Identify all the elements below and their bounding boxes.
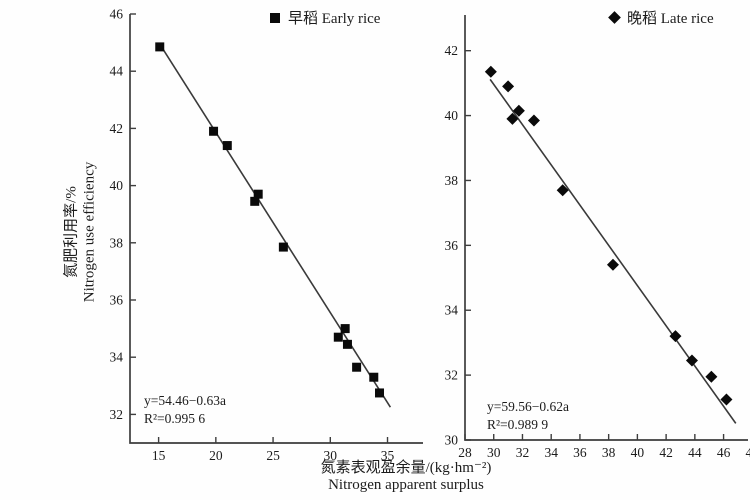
data-point-late-rice xyxy=(685,354,698,367)
x-tick-label: 28 xyxy=(458,445,472,460)
data-point-late-rice xyxy=(720,393,733,406)
y-axis-label: 氮肥利用率/% Nitrogen use efficiency xyxy=(63,162,100,303)
x-tick-label: 30 xyxy=(324,448,338,463)
y-tick-label: 38 xyxy=(445,173,459,188)
y-tick-label: 42 xyxy=(110,121,124,136)
data-point-early-rice xyxy=(369,372,379,382)
legend-late-rice-label: 晚稻 Late rice xyxy=(627,11,714,27)
trend-line xyxy=(158,42,392,408)
data-point-early-rice xyxy=(222,141,232,151)
axis-spines xyxy=(464,15,748,441)
data-point-early-rice xyxy=(352,362,362,372)
data-point-early-rice xyxy=(342,339,352,349)
x-tick-label: 30 xyxy=(487,445,501,460)
y-tick-label: 36 xyxy=(445,238,459,253)
data-point-late-rice xyxy=(527,114,540,127)
data-point-early-rice xyxy=(209,126,219,136)
trend-line xyxy=(489,78,737,424)
data-point-late-rice xyxy=(669,330,682,343)
legend-early-rice: 早稻 Early rice xyxy=(270,7,380,28)
x-tick-label: 34 xyxy=(544,445,558,460)
y-tick-label: 40 xyxy=(445,108,459,123)
x-tick-label: 32 xyxy=(516,445,530,460)
y-tick-label: 38 xyxy=(110,235,124,250)
axis-spines xyxy=(129,14,423,444)
y-tick-label: 32 xyxy=(110,407,124,422)
data-point-late-rice xyxy=(606,258,619,271)
x-tick-label: 42 xyxy=(659,445,673,460)
y-tick-label: 40 xyxy=(110,178,124,193)
regression-annotation-early-rice: y=54.46−0.63a R²=0.995 6 xyxy=(144,392,226,428)
panel-early-rice: 15 20 25 30 35 32 34 36 38 40 42 44 46 xyxy=(110,7,423,463)
x-axis-label: 氮素表观盈余量/(kg·hm⁻²) Nitrogen apparent surp… xyxy=(321,460,492,494)
data-point-late-rice xyxy=(502,80,515,93)
y-axis-label-zh: 氮肥利用率/% xyxy=(63,186,80,278)
x-tick-label: 15 xyxy=(152,448,166,463)
x-tick-label: 36 xyxy=(573,445,587,460)
data-point-early-rice xyxy=(375,388,385,398)
legend-late-rice: 晚稻 Late rice xyxy=(608,7,714,28)
equation-text: y=59.56−0.62a xyxy=(487,399,569,414)
data-point-late-rice xyxy=(484,65,497,78)
data-point-late-rice xyxy=(506,112,519,125)
y-tick-label: 30 xyxy=(445,433,459,448)
x-tick-label: 40 xyxy=(631,445,645,460)
y-tick-label: 32 xyxy=(445,368,459,383)
x-tick-label: 46 xyxy=(717,445,731,460)
square-marker-icon xyxy=(270,12,280,23)
data-point-early-rice xyxy=(278,242,288,252)
y-tick-label: 44 xyxy=(110,64,124,79)
y-tick-label: 46 xyxy=(110,7,124,22)
x-tick-label: 38 xyxy=(602,445,616,460)
x-tick-label: 20 xyxy=(209,448,223,463)
panel-late-rice: 283032343638404244464830323436384042 xyxy=(445,15,750,460)
data-point-early-rice xyxy=(250,196,260,206)
diamond-marker-icon xyxy=(608,11,621,24)
regression-annotation-late-rice: y=59.56−0.62a R²=0.989 9 xyxy=(487,398,569,434)
equation-text: y=54.46−0.63a xyxy=(144,393,226,408)
y-axis-label-en: Nitrogen use efficiency xyxy=(82,161,98,303)
x-tick-label: 44 xyxy=(688,445,702,460)
data-point-late-rice xyxy=(705,370,718,383)
y-tick-label: 36 xyxy=(110,293,124,308)
y-tick-label: 42 xyxy=(445,43,459,58)
data-point-early-rice xyxy=(253,189,263,199)
x-tick-label: 35 xyxy=(381,448,395,463)
x-axis-label-zh: 氮素表观盈余量/(kg·hm⁻²) xyxy=(320,460,492,476)
r-squared-text: R²=0.995 6 xyxy=(144,410,206,426)
data-point-late-rice xyxy=(556,184,569,197)
x-tick-label: 48 xyxy=(746,445,750,460)
data-point-late-rice xyxy=(512,104,525,117)
data-point-early-rice xyxy=(333,332,343,342)
data-point-early-rice xyxy=(340,324,350,334)
y-tick-label: 34 xyxy=(445,303,459,318)
r-squared-text: R²=0.989 9 xyxy=(487,416,549,432)
x-tick-label: 25 xyxy=(266,448,280,463)
data-point-early-rice xyxy=(155,42,165,52)
x-axis-label-en: Nitrogen apparent surplus xyxy=(328,476,484,493)
legend-early-rice-label: 早稻 Early rice xyxy=(288,11,381,27)
y-tick-label: 34 xyxy=(110,350,124,365)
